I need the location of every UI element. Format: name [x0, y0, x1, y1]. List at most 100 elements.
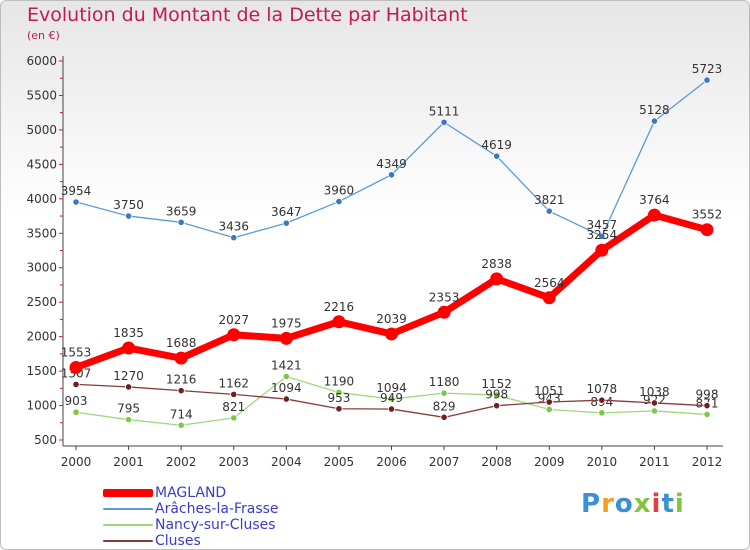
- data-point: [230, 234, 238, 242]
- data-point: [282, 372, 290, 381]
- data-point: [650, 117, 659, 125]
- x-tick-label: 2009: [534, 455, 565, 469]
- data-label: 3764: [639, 193, 670, 207]
- y-tick-label: 5000: [26, 123, 57, 137]
- data-label: 3954: [61, 184, 92, 198]
- data-point: [282, 395, 290, 403]
- x-tick-label: 2003: [218, 455, 249, 469]
- data-point: [542, 291, 556, 305]
- data-point: [598, 232, 606, 240]
- data-point: [545, 405, 553, 414]
- data-point: [493, 402, 501, 410]
- data-label: 3960: [324, 184, 355, 198]
- data-label: 829: [433, 399, 456, 413]
- data-point: [387, 405, 396, 413]
- y-tick-label: 4000: [26, 192, 57, 206]
- data-label: 3647: [271, 205, 302, 219]
- data-label: 5111: [429, 104, 460, 118]
- x-tick-label: 2012: [692, 455, 723, 469]
- legend-swatch: [103, 489, 153, 497]
- data-label: 2353: [429, 290, 460, 304]
- x-tick-label: 2000: [61, 455, 92, 469]
- legend-swatch: [103, 524, 153, 526]
- data-point: [703, 76, 711, 84]
- y-tick-label: 500: [34, 433, 57, 447]
- data-point: [335, 405, 343, 413]
- data-point: [230, 390, 238, 398]
- data-point: [122, 341, 136, 355]
- line-chart: 500 1000 1500 2000 2500 3000 3500 4000 4500 5000 5…: [26, 54, 723, 469]
- data-label: 903: [65, 394, 88, 408]
- chart-title: Evolution du Montant de la Dette par Hab…: [27, 4, 468, 26]
- y-tick-label: 4500: [26, 157, 57, 171]
- data-label: 3552: [692, 208, 723, 222]
- data-point: [177, 387, 185, 395]
- data-label: 3821: [534, 193, 565, 207]
- data-label: 998: [485, 388, 508, 402]
- y-tick-label: 3500: [26, 226, 57, 240]
- data-point: [230, 414, 238, 422]
- y-tick-label: 2500: [26, 295, 57, 309]
- data-label: 3254: [587, 228, 618, 242]
- y-tick-label: 1500: [26, 364, 57, 378]
- y-tick-label: 2000: [26, 330, 57, 344]
- data-point: [387, 171, 396, 179]
- data-point: [69, 360, 83, 374]
- data-point: [124, 383, 133, 391]
- x-tick-label: 2004: [271, 455, 302, 469]
- data-label: 1975: [271, 316, 302, 330]
- data-label: 4619: [481, 138, 512, 152]
- data-point: [650, 407, 659, 415]
- logo-letter: r: [601, 489, 615, 519]
- legend-label: Nancy-sur-Cluses: [155, 517, 276, 533]
- data-point: [174, 351, 188, 365]
- data-label: 5723: [692, 62, 723, 76]
- data-label: 1078: [587, 382, 618, 396]
- data-point: [72, 198, 80, 206]
- data-point: [493, 391, 501, 399]
- data-label: 1180: [429, 375, 460, 389]
- data-point: [385, 327, 398, 341]
- data-point: [703, 402, 711, 410]
- data-label: 1152: [481, 377, 512, 391]
- data-point: [177, 218, 185, 226]
- data-label: 1051: [534, 384, 565, 398]
- data-label: 998: [696, 388, 719, 402]
- data-point: [72, 380, 80, 388]
- x-tick-label: 2005: [324, 455, 355, 469]
- data-label: 2216: [324, 300, 355, 314]
- data-point: [124, 212, 133, 220]
- data-label: 1688: [166, 336, 197, 350]
- data-point: [335, 197, 343, 206]
- data-label: 2564: [534, 276, 565, 290]
- data-point: [647, 208, 661, 222]
- data-label: 3436: [218, 220, 249, 234]
- data-label: 3750: [113, 198, 144, 212]
- data-point: [332, 315, 346, 329]
- x-tick-label: 2002: [166, 455, 197, 469]
- data-label: 1216: [166, 373, 197, 387]
- y-tick-label: 5500: [26, 88, 57, 102]
- legend-swatch: [103, 540, 153, 542]
- data-point: [72, 408, 80, 416]
- data-point: [440, 118, 448, 126]
- data-point: [282, 219, 290, 227]
- x-tick-label: 2006: [376, 455, 407, 469]
- data-point: [545, 207, 553, 215]
- x-tick-label: 2010: [587, 455, 618, 469]
- x-tick-label: 2008: [481, 455, 512, 469]
- data-point: [595, 243, 609, 257]
- x-tick-label: 2001: [113, 455, 144, 469]
- data-label: 1162: [218, 376, 249, 390]
- data-label: 821: [222, 400, 245, 414]
- x-tick-label: 2007: [429, 455, 460, 469]
- chart-subtitle: (en €): [27, 29, 60, 42]
- x-tick-label: 2011: [639, 455, 670, 469]
- data-point: [545, 398, 553, 406]
- y-tick-label: 1000: [26, 399, 57, 413]
- legend-label: MAGLAND: [155, 485, 227, 501]
- data-point: [598, 396, 606, 404]
- data-point: [650, 399, 659, 407]
- logo-letter: t: [661, 489, 675, 519]
